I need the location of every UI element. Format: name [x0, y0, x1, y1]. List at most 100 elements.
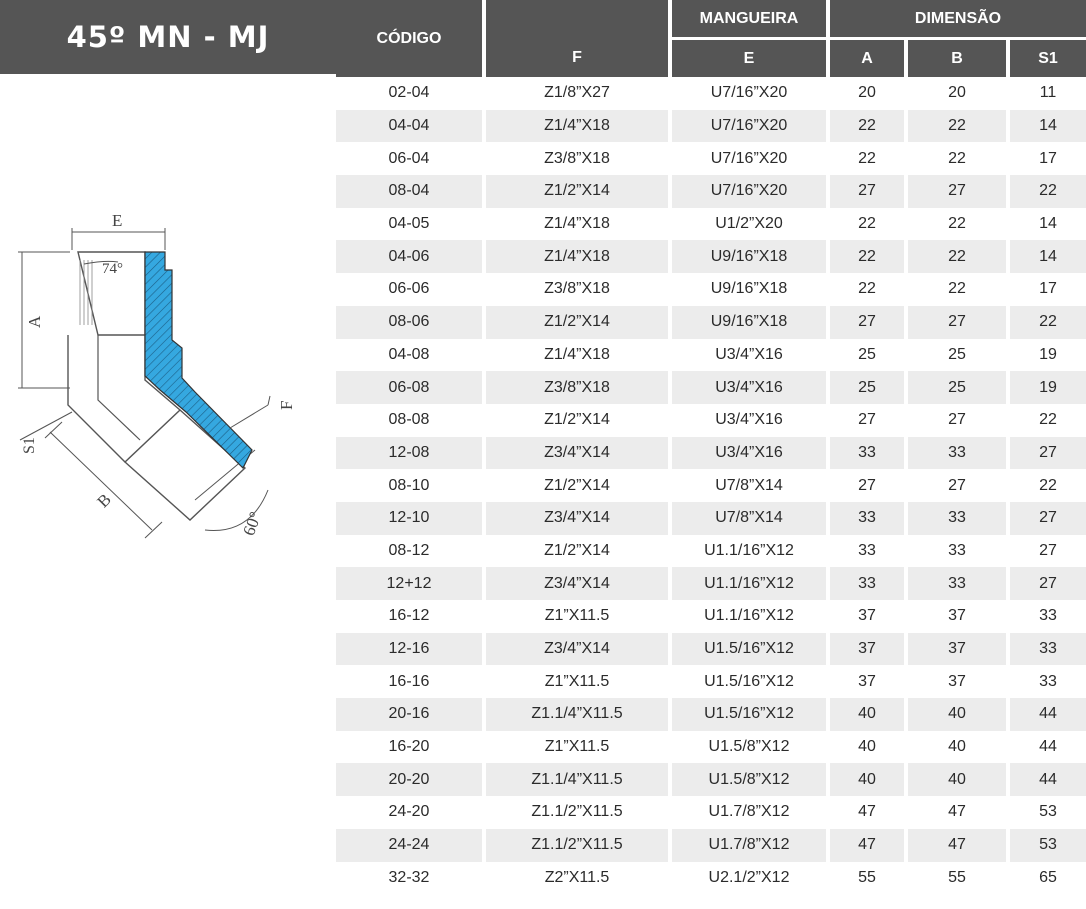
cell-f: Z1/2”X14 [484, 403, 672, 437]
cell-code: 08-12 [336, 534, 486, 568]
cell-b: 27 [906, 469, 1010, 502]
cell-s1: 14 [1008, 109, 1086, 143]
cell-b: 22 [906, 207, 1010, 241]
cell-a: 33 [828, 567, 908, 600]
cell-e: U1.5/16”X12 [670, 632, 830, 666]
cell-s1: 53 [1039, 803, 1057, 821]
cell-f: Z1/2”X14 [484, 534, 672, 568]
dim-label-e: E [112, 211, 122, 230]
header-b: B [906, 37, 1010, 77]
cell-f: Z3/4”X14 [484, 567, 672, 600]
dim-label-b: B [93, 490, 114, 511]
cell-code: 08-10 [336, 469, 486, 502]
cell-e: U7/8”X14 [670, 501, 830, 535]
dim-label-a: A [25, 315, 44, 328]
cell-a: 27 [828, 403, 908, 437]
cell-b: 33 [906, 501, 1010, 535]
cell-b: 27 [906, 305, 1010, 339]
cell-s1: 17 [1039, 280, 1057, 298]
cell-s1: 44 [1008, 763, 1086, 797]
cell-f: Z3/8”X18 [484, 371, 672, 404]
cell-f: Z3/8”X18 [484, 142, 672, 176]
cell-a: 55 [828, 861, 908, 895]
cell-a: 40 [828, 763, 908, 797]
cell-a: 22 [828, 142, 908, 176]
cell-a: 47 [828, 828, 908, 862]
cell-b: 20 [906, 77, 1010, 110]
cell-f: Z1.1/2”X11.5 [484, 828, 672, 862]
cell-b: 37 [906, 600, 1010, 633]
table-row: 06-08 Z3/8”X18 U3/4”X16 25 25 19 [336, 371, 1086, 404]
cell-f: Z1”X11.5 [484, 600, 672, 633]
table-row: 16-16 Z1”X11.5 U1.5/16”X12 37 37 33 [336, 665, 1086, 699]
table-row: 16-20 Z1”X11.5 U1.5/8”X12 40 40 44 [336, 730, 1086, 764]
cell-a: 37 [828, 632, 908, 666]
header-s1: S1 [1008, 37, 1086, 77]
cell-e: U2.1/2”X12 [670, 861, 830, 895]
cell-e: U7/16”X20 [670, 175, 830, 208]
cell-a: 37 [828, 600, 908, 633]
cell-e: U1.1/16”X12 [670, 600, 830, 633]
cell-s1: 14 [1008, 240, 1086, 274]
cell-b: 25 [906, 371, 1010, 404]
header-e: E [670, 37, 830, 77]
cell-b: 27 [906, 403, 1010, 437]
cell-code: 16-20 [336, 730, 486, 764]
cell-code: 16-16 [336, 665, 486, 699]
cell-f: Z1”X11.5 [484, 730, 672, 764]
cell-code: 06-08 [336, 371, 486, 404]
cell-a: 22 [828, 109, 908, 143]
cell-b: 33 [906, 567, 1010, 600]
cell-e: U1/2”X20 [670, 207, 830, 241]
cell-b: 22 [906, 109, 1010, 143]
cell-f: Z1/4”X18 [484, 240, 672, 274]
table-row: 12-10 Z3/4”X14 U7/8”X14 33 33 27 [336, 501, 1086, 535]
cell-code: 12-16 [336, 632, 486, 666]
cell-code: 24-24 [336, 828, 486, 862]
table-row: 04-05 Z1/4”X18 U1/2”X20 22 22 14 [336, 207, 1086, 241]
cell-code: 06-06 [336, 273, 486, 306]
cell-f: Z1/4”X18 [484, 338, 672, 372]
cell-b: 40 [906, 763, 1010, 797]
cell-code: 04-06 [336, 240, 486, 274]
cell-f: Z1/4”X18 [484, 207, 672, 241]
header-row-1: CÓDIGO MANGUEIRA DIMENSÃO [336, 0, 1086, 77]
table-row: 08-10 Z1/2”X14 U7/8”X14 27 27 22 [336, 469, 1086, 502]
cell-f: Z1”X11.5 [484, 665, 672, 699]
cell-e: U7/16”X20 [670, 109, 830, 143]
cell-code: 04-08 [336, 338, 486, 372]
cell-code: 04-04 [336, 109, 486, 143]
cell-a: 27 [828, 469, 908, 502]
cell-e: U3/4”X16 [670, 403, 830, 437]
header-mangueira-spacer [484, 0, 672, 39]
cell-e: U1.5/8”X12 [670, 763, 830, 797]
cell-s1: 65 [1039, 868, 1057, 886]
cell-a: 40 [828, 730, 908, 764]
cell-b: 55 [906, 861, 1010, 895]
cell-a: 33 [828, 534, 908, 568]
cell-s1: 14 [1039, 215, 1057, 233]
table-row: 08-12 Z1/2”X14 U1.1/16”X12 33 33 27 [336, 534, 1086, 568]
header-f: F [484, 38, 672, 77]
product-title: 45º MN - MJ [66, 20, 270, 54]
cell-b: 47 [906, 828, 1010, 862]
cell-f: Z1.1/2”X11.5 [484, 796, 672, 829]
cell-code: 16-12 [336, 600, 486, 633]
dim-label-f: F [277, 401, 296, 410]
cell-code: 20-20 [336, 763, 486, 797]
cell-e: U9/16”X18 [670, 305, 830, 339]
cell-f: Z2”X11.5 [484, 861, 672, 895]
cell-code: 06-04 [336, 142, 486, 176]
title-bar: 45º MN - MJ [0, 0, 336, 74]
cell-b: 47 [906, 796, 1010, 829]
cell-e: U1.5/8”X12 [670, 730, 830, 764]
cell-s1: 33 [1008, 632, 1086, 666]
cell-b: 37 [906, 632, 1010, 666]
cell-a: 22 [828, 273, 908, 306]
cell-s1: 27 [1008, 567, 1086, 600]
table-row: 20-16 Z1.1/4”X11.5 U1.5/16”X12 40 40 44 [336, 698, 1086, 731]
angle-label-bottom: 60° [239, 509, 265, 538]
cell-a: 27 [828, 175, 908, 208]
table-row: 32-32 Z2”X11.5 U2.1/2”X12 55 55 65 [336, 861, 1086, 895]
table-row: 12-16 Z3/4”X14 U1.5/16”X12 37 37 33 [336, 632, 1086, 666]
